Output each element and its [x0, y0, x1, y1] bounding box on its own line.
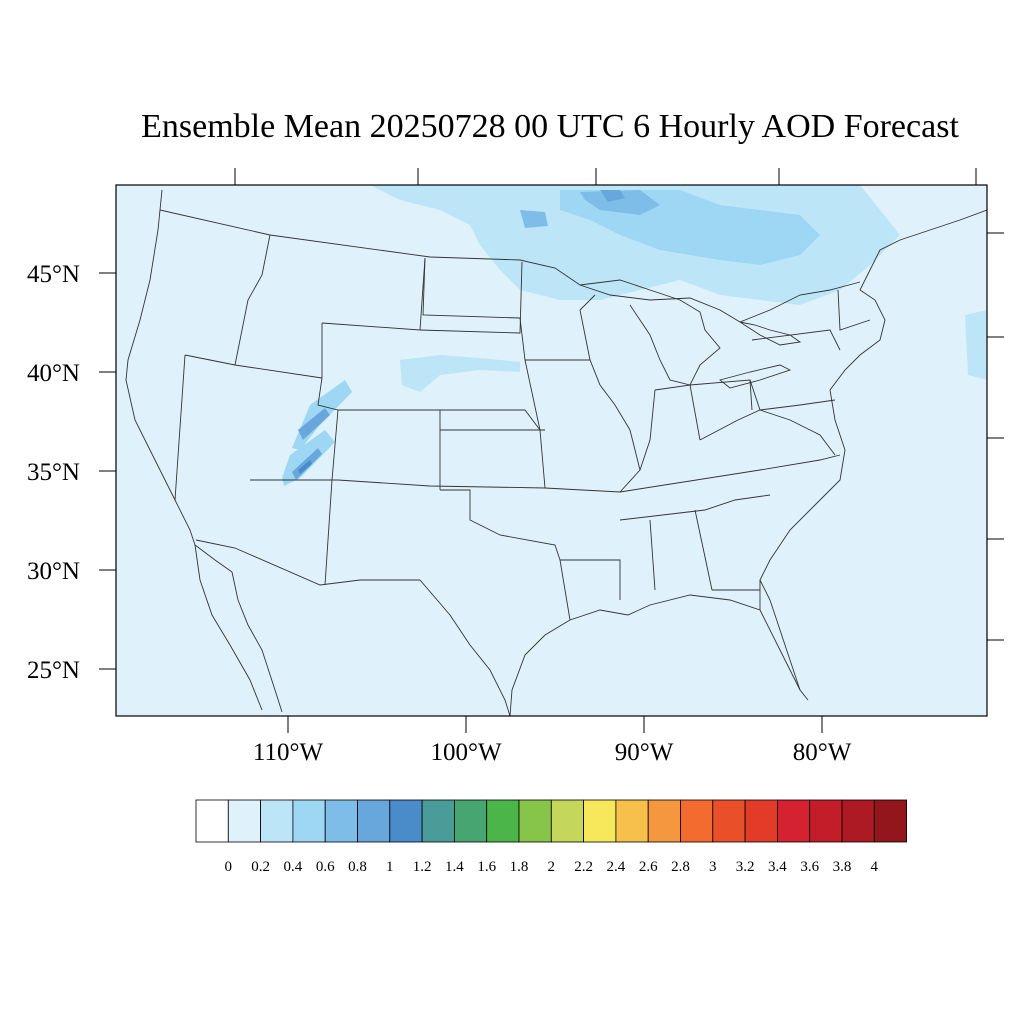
- colorbar-swatch: [777, 799, 811, 843]
- bottom-ticks: [287, 716, 823, 733]
- colorbar-swatch: [841, 799, 875, 843]
- colorbar-swatch: [389, 799, 423, 843]
- colorbar-label: 3.4: [768, 859, 787, 875]
- colorbar-label: 1.2: [413, 859, 432, 875]
- colorbar-label: 0: [225, 859, 233, 875]
- map-frame: [115, 184, 988, 717]
- colorbar-label: 1.6: [477, 859, 496, 875]
- top-ticks: [234, 168, 977, 185]
- colorbar-swatch: [873, 799, 907, 843]
- lat-label-25: 25°N: [27, 657, 80, 684]
- colorbar-swatch: [550, 799, 584, 843]
- lat-label-30: 30°N: [27, 558, 80, 585]
- colorbar-label: 4: [871, 859, 879, 875]
- colorbar-label: 3: [709, 859, 717, 875]
- colorbar-label: 0.4: [284, 859, 303, 875]
- colorbar-label: 0.8: [348, 859, 367, 875]
- colorbar-swatch: [583, 799, 617, 843]
- aod-shading: [282, 185, 987, 486]
- colorbar-swatch: [453, 799, 488, 843]
- colorbar-swatch: [421, 799, 455, 843]
- colorbar-swatch: [712, 799, 746, 843]
- colorbar-label: 3.2: [736, 859, 755, 875]
- colorbar-swatch: [680, 799, 714, 843]
- colorbar-swatch: [195, 799, 229, 843]
- colorbar: [195, 799, 907, 843]
- map-boundaries: [125, 189, 987, 716]
- colorbar-label: 2: [548, 859, 556, 875]
- lon-label-100w: 100°W: [430, 739, 501, 766]
- colorbar-labels: 0 0.2 0.4 0.6 0.8 1 1.2 1.4 1.6 1.8 2 2.2 2.4 2.6 2.8 3…: [225, 859, 879, 875]
- colorbar-swatch: [260, 799, 294, 843]
- colorbar-label: 3.8: [833, 859, 852, 875]
- colorbar-label: 1.4: [445, 859, 464, 875]
- lon-label-90w: 90°W: [615, 739, 674, 766]
- lat-label-35: 35°N: [27, 459, 80, 486]
- colorbar-swatch: [647, 799, 681, 843]
- colorbar-label: 2.8: [671, 859, 690, 875]
- map-title: Ensemble Mean 20250728 00 UTC 6 Hourly A…: [141, 108, 959, 145]
- colorbar-swatch: [809, 799, 843, 843]
- colorbar-swatch: [357, 799, 391, 843]
- colorbar-swatch: [518, 799, 552, 843]
- colorbar-swatch: [324, 799, 358, 843]
- colorbar-swatch: [615, 799, 649, 843]
- colorbar-swatch: [744, 799, 778, 843]
- lat-label-45: 45°N: [27, 261, 80, 288]
- colorbar-label: 2.2: [574, 859, 593, 875]
- left-ticks: [99, 272, 116, 670]
- right-ticks: [987, 232, 1004, 641]
- colorbar-label: 1: [386, 859, 394, 875]
- lon-label-110w: 110°W: [253, 739, 324, 766]
- colorbar-label: 3.6: [800, 859, 819, 875]
- lon-label-80w: 80°W: [793, 739, 852, 766]
- colorbar-swatch: [227, 799, 262, 843]
- colorbar-label: 0.6: [316, 859, 335, 875]
- colorbar-label: 2.6: [639, 859, 658, 875]
- lat-label-40: 40°N: [27, 360, 80, 387]
- colorbar-label: 0.2: [251, 859, 270, 875]
- colorbar-swatch: [486, 799, 520, 843]
- colorbar-label: 1.8: [510, 859, 529, 875]
- colorbar-swatch: [292, 799, 326, 843]
- colorbar-label: 2.4: [607, 859, 626, 875]
